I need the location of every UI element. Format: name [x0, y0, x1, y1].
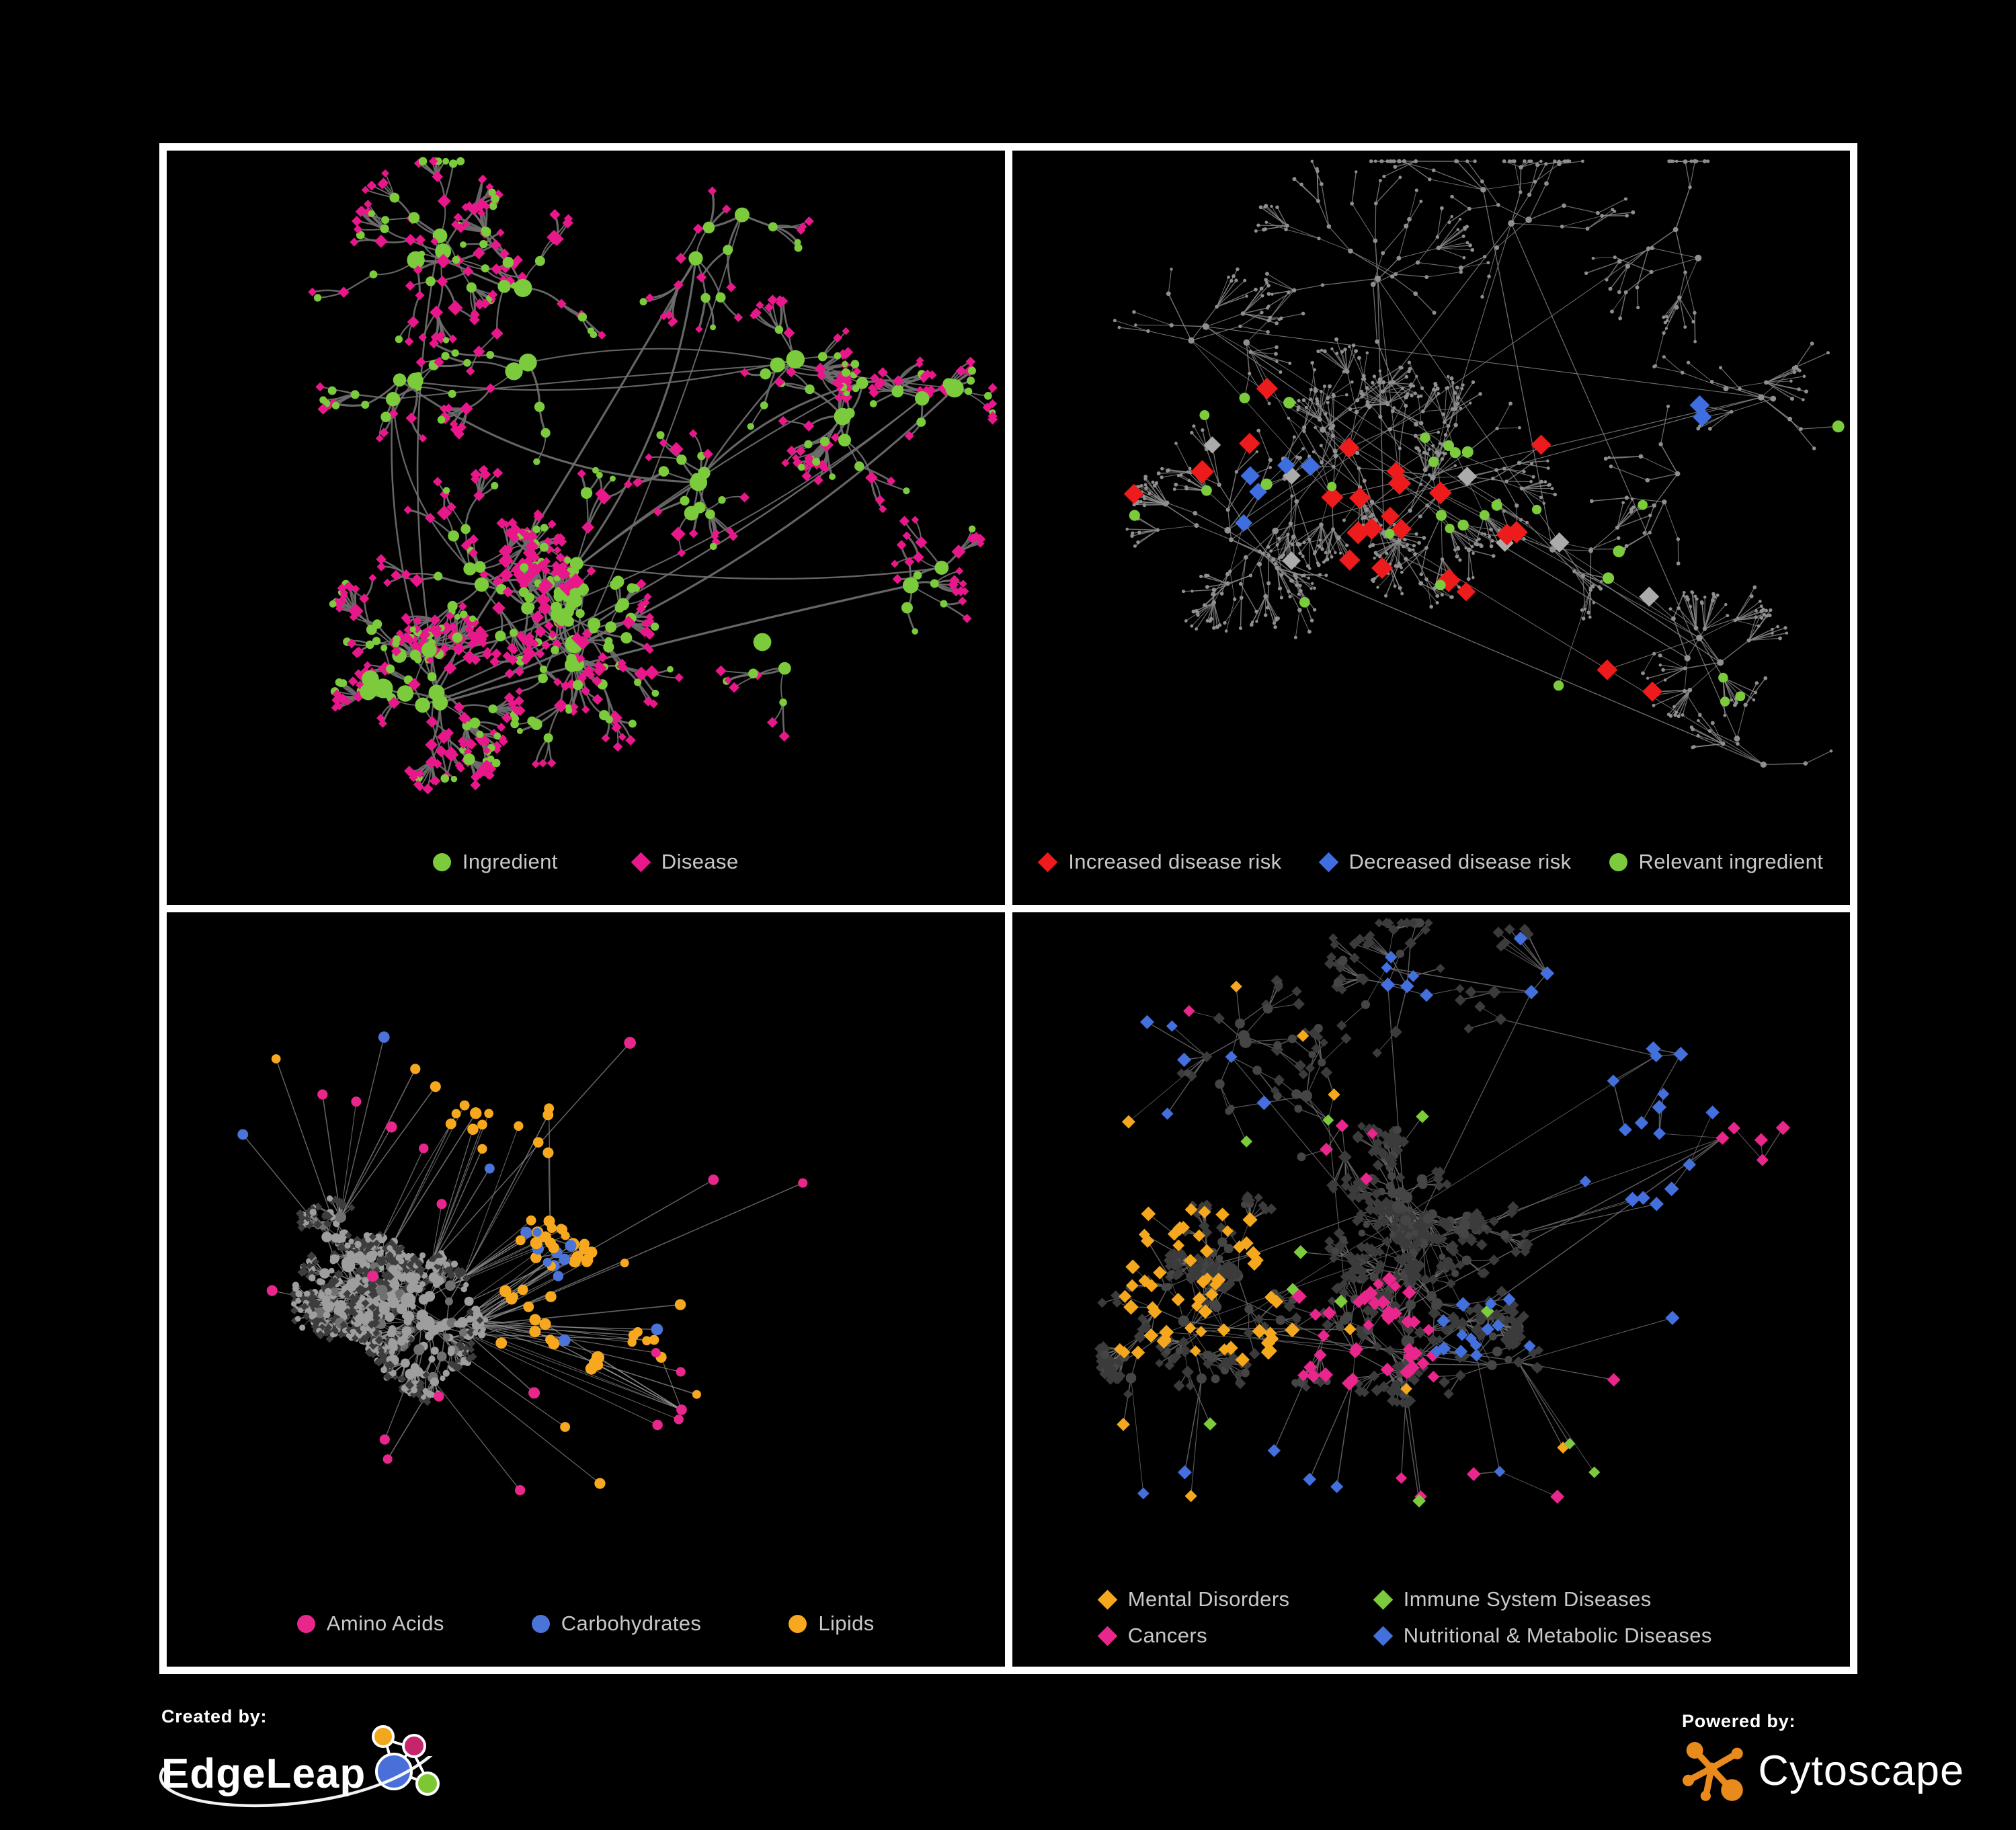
network-grid: Ingredient Disease Increased disease risk…: [159, 143, 1857, 1674]
edgeleap-node-green: [415, 1772, 440, 1796]
legend-label: Amino Acids: [326, 1612, 444, 1635]
legend-label: Relevant ingredient: [1638, 850, 1824, 873]
legend-item: Immune System Diseases: [1373, 1587, 1764, 1612]
legend-item: Nutritional & Metabolic Diseases: [1373, 1624, 1764, 1648]
panel-ingredient-disease: Ingredient Disease: [167, 151, 1005, 905]
legend-label: Lipids: [818, 1612, 875, 1635]
diamond-marker-icon: [1097, 1626, 1118, 1646]
panel-disease-risk: Increased disease risk Decreased disease …: [1012, 151, 1851, 905]
legend-label: Immune System Diseases: [1403, 1587, 1652, 1611]
legend-item: Lipids: [789, 1612, 874, 1636]
edge-layer: [1114, 161, 1839, 765]
node-layer: [308, 156, 998, 795]
cytoscape-logo-icon: [1682, 1742, 1743, 1801]
circle-marker-icon: [789, 1614, 807, 1633]
legend-item: Ingredient: [432, 850, 558, 874]
legend-label: Carbohydrates: [561, 1612, 702, 1635]
legend-label: Ingredient: [462, 850, 558, 873]
panel-disease-categories: Mental Disorders Immune System Diseases Ca…: [1012, 912, 1851, 1667]
compound-classes-network: [237, 1031, 808, 1496]
legend-label: Nutritional & Metabolic Diseases: [1403, 1624, 1712, 1647]
edgeleap-node-magenta: [402, 1734, 427, 1758]
legend-label: Cancers: [1127, 1624, 1207, 1647]
ingredient-disease-legend: Ingredient Disease: [167, 850, 1005, 874]
legend-item: Mental Disorders: [1097, 1587, 1374, 1612]
legend-item: Disease: [631, 850, 739, 874]
disease-categories-legend: Mental Disorders Immune System Diseases Ca…: [1012, 1587, 1851, 1648]
legend-label: Mental Disorders: [1127, 1587, 1290, 1611]
diamond-marker-icon: [1037, 852, 1058, 872]
cytoscape-wordmark: Cytoscape: [1758, 1747, 1964, 1794]
legend-item: Amino Acids: [296, 1612, 444, 1636]
edgeleap-node-orange: [372, 1725, 395, 1748]
circle-marker-icon: [1609, 852, 1627, 871]
ingredient-disease-network: [308, 156, 998, 795]
diamond-marker-icon: [1097, 1589, 1118, 1609]
powered-by-block: Powered by: Cytoscape: [1682, 1711, 1964, 1812]
edgeleap-logo-icon: [372, 1725, 440, 1796]
legend-item: Carbohydrates: [531, 1612, 702, 1636]
legend-label: Increased disease risk: [1068, 850, 1282, 873]
disease-risk-legend: Increased disease risk Decreased disease …: [1012, 850, 1851, 874]
legend-label: Decreased disease risk: [1348, 850, 1572, 873]
legend-label: Disease: [661, 850, 739, 873]
edge-layer: [242, 1037, 803, 1490]
legend-item: Cancers: [1097, 1624, 1374, 1648]
edgeleap-wordmark: EdgeLeap: [161, 1751, 366, 1797]
diamond-marker-icon: [631, 852, 651, 872]
legend-item: Relevant ingredient: [1609, 850, 1824, 874]
circle-marker-icon: [531, 1614, 550, 1633]
created-by-block: Created by: EdgeLeap: [159, 1706, 538, 1814]
node-layer: [237, 1031, 808, 1496]
disease-categories-network: [1094, 917, 1790, 1508]
legend-item: Decreased disease risk: [1318, 850, 1572, 874]
node-layer: [1094, 917, 1790, 1508]
created-by-label: Created by:: [161, 1706, 268, 1726]
diamond-marker-icon: [1373, 1626, 1394, 1646]
panel-compound-classes: Amino Acids Carbohydrates Lipids: [167, 912, 1005, 1667]
legend-item: Increased disease risk: [1037, 850, 1282, 874]
diamond-marker-icon: [1318, 852, 1338, 872]
compound-classes-legend: Amino Acids Carbohydrates Lipids: [167, 1612, 1005, 1636]
disease-risk-network: [1113, 159, 1845, 768]
powered-by-label: Powered by:: [1682, 1711, 1796, 1731]
circle-marker-icon: [432, 852, 451, 871]
edgeleap-node-blue: [375, 1753, 413, 1790]
circle-marker-icon: [296, 1614, 315, 1633]
diamond-marker-icon: [1373, 1589, 1394, 1609]
